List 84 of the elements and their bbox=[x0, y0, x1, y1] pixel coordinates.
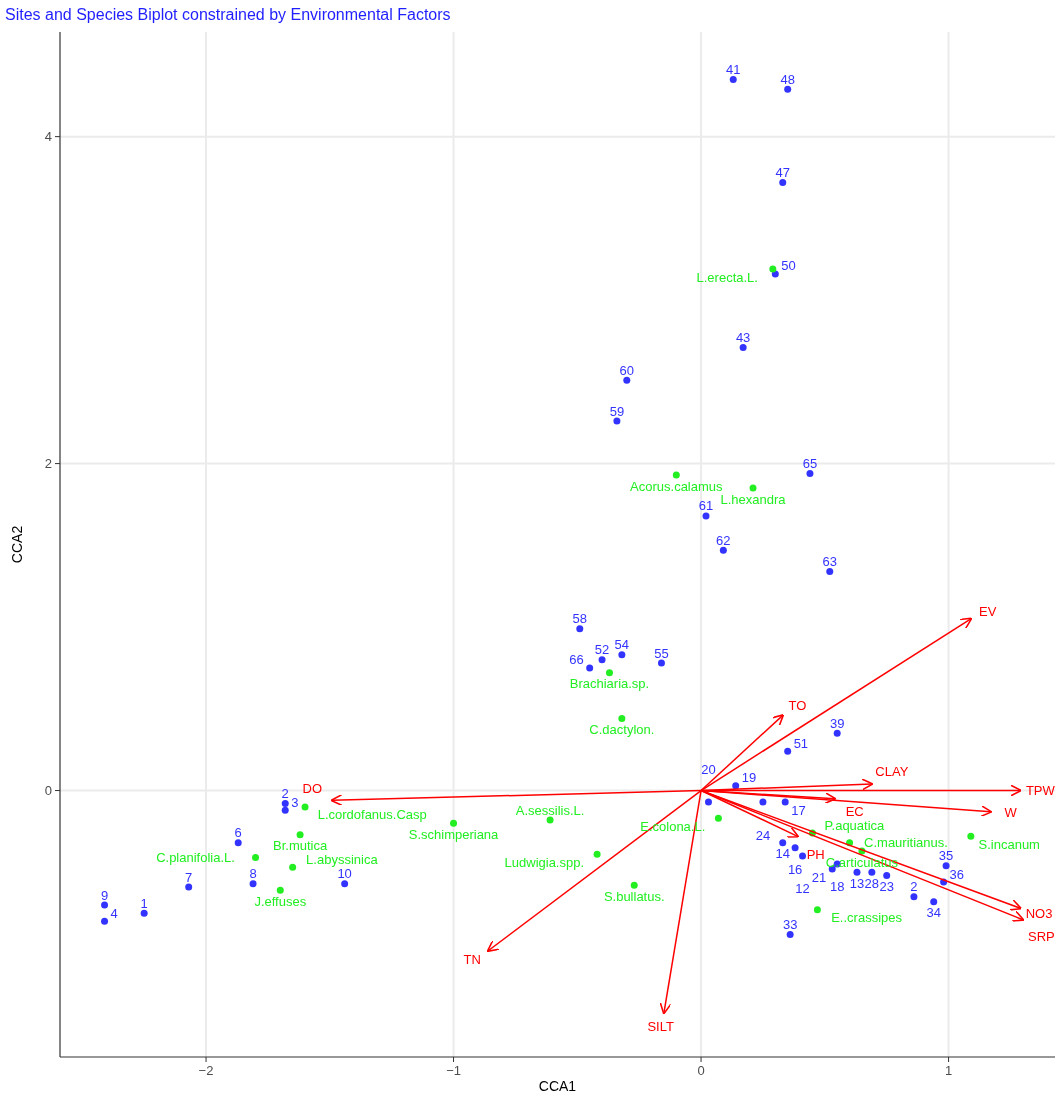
x-tick-label: 1 bbox=[944, 1063, 953, 1078]
annotation: 50 bbox=[781, 258, 796, 274]
annotation: C.planifolia.L. bbox=[156, 850, 235, 866]
annotation: Brachiaria.sp. bbox=[569, 676, 650, 692]
annotation: J.effuses bbox=[254, 893, 307, 909]
y-tick-label: 4 bbox=[44, 129, 52, 145]
annotation: 33 bbox=[782, 916, 798, 932]
annotation: 21 bbox=[811, 869, 827, 885]
annotation: NO3 bbox=[1025, 905, 1053, 921]
annotation: 52 bbox=[594, 642, 610, 658]
annotation: 24 bbox=[755, 827, 771, 843]
annotation: 66 bbox=[569, 652, 584, 668]
annotation: C.dactylon. bbox=[589, 722, 655, 738]
annotation: 2 bbox=[910, 879, 918, 895]
annotation: 8 bbox=[249, 866, 257, 882]
annotation: CLAY bbox=[875, 764, 909, 780]
annotation: 3 bbox=[291, 794, 299, 810]
annotation: 4 bbox=[110, 905, 118, 921]
annotation: 39 bbox=[829, 715, 845, 731]
annotation: 41 bbox=[726, 61, 741, 77]
annotation: DO bbox=[302, 781, 323, 797]
annotation: 20 bbox=[701, 761, 716, 777]
annotation: 6 bbox=[234, 825, 242, 841]
annotation: 13 bbox=[849, 875, 865, 891]
annotation: A.sessilis.L. bbox=[515, 802, 585, 818]
annotation: TPW bbox=[1025, 783, 1056, 799]
annotation: 18 bbox=[829, 878, 845, 894]
annotation: 17 bbox=[791, 802, 806, 818]
annotation: TN bbox=[463, 951, 481, 967]
annotation: PH bbox=[806, 846, 825, 862]
annotation: 48 bbox=[780, 71, 795, 87]
x-tick-label: −1 bbox=[446, 1063, 461, 1078]
annotation: 16 bbox=[787, 862, 803, 878]
annotation: 10 bbox=[337, 866, 352, 882]
annotation: TO bbox=[788, 698, 807, 714]
annotation: 54 bbox=[614, 637, 630, 653]
annotation: 14 bbox=[775, 846, 790, 862]
annotation: 12 bbox=[795, 881, 810, 897]
annotation: Acorus.calamus bbox=[630, 478, 724, 494]
y-tick-label: 2 bbox=[44, 456, 52, 472]
annotation: 62 bbox=[716, 532, 731, 548]
annotation: L.erecta.L. bbox=[696, 269, 758, 285]
annotation: L.abyssinica bbox=[306, 851, 379, 867]
annotation: 47 bbox=[775, 164, 790, 180]
annotation: P.aquatica bbox=[824, 817, 886, 833]
annotation: Br.mutica bbox=[272, 838, 328, 854]
annotation: 34 bbox=[926, 905, 941, 921]
annotation: 55 bbox=[654, 645, 669, 661]
annotation: L.cordofanus.Casp bbox=[317, 807, 427, 823]
x-tick-label: 0 bbox=[697, 1063, 705, 1078]
y-axis-title: CCA2 bbox=[9, 525, 25, 564]
annotation: 43 bbox=[735, 330, 751, 346]
annotation: 1 bbox=[140, 895, 148, 911]
annotation: S.incanum bbox=[978, 836, 1040, 852]
annotation: EV bbox=[979, 603, 997, 619]
annotation: W bbox=[1004, 805, 1018, 821]
annotation: S.schimperiana bbox=[408, 826, 500, 842]
annotation: 58 bbox=[572, 611, 588, 627]
annotation: 19 bbox=[741, 770, 757, 786]
annotation: Ludwigia.spp. bbox=[504, 854, 585, 870]
annotation: SILT bbox=[647, 1019, 674, 1035]
annotation: 9 bbox=[100, 887, 109, 903]
annotation: 51 bbox=[793, 735, 809, 751]
annotation: E..crassipes bbox=[831, 910, 903, 926]
annotation: EC bbox=[845, 804, 864, 820]
annotation: 65 bbox=[802, 455, 818, 471]
y-tick-label: 0 bbox=[44, 783, 52, 799]
x-axis-title: CCA1 bbox=[538, 1078, 577, 1094]
annotation: SRP bbox=[1028, 929, 1055, 945]
annotation: S.bullatus. bbox=[603, 888, 665, 904]
annotation: 23 bbox=[879, 879, 894, 895]
annotation: 61 bbox=[698, 498, 714, 514]
annotation: L.hexandra bbox=[720, 491, 787, 507]
chart-title: Sites and Species Biplot constrained by Environmental Factors bbox=[5, 6, 451, 23]
annotation: C.mauritianus. bbox=[864, 835, 948, 851]
annotation: 35 bbox=[938, 848, 954, 864]
annotation: 2 bbox=[281, 786, 289, 802]
annotation: 63 bbox=[822, 554, 837, 570]
annotation: 60 bbox=[619, 362, 635, 378]
annotation: 36 bbox=[949, 866, 965, 882]
annotation: 28 bbox=[864, 875, 880, 891]
annotation: 59 bbox=[609, 403, 625, 419]
x-tick-label: −2 bbox=[198, 1063, 214, 1078]
annotation: 7 bbox=[185, 869, 193, 885]
